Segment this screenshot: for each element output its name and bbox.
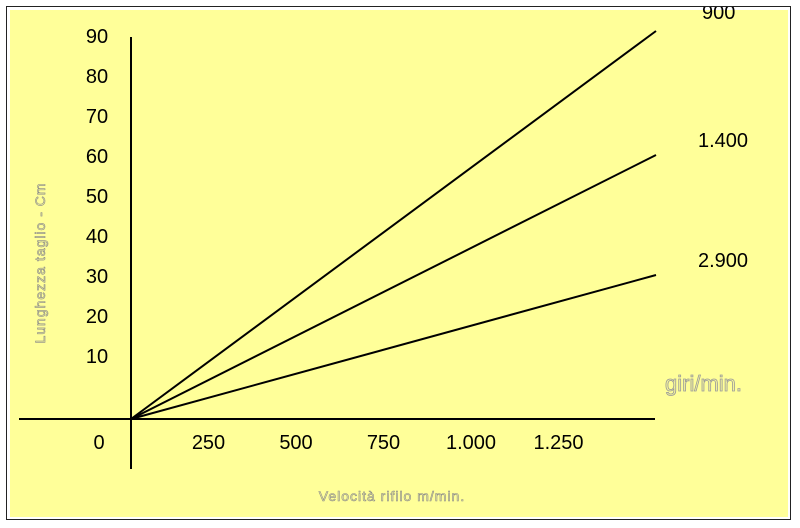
y-tick-label: 60 [86,146,108,168]
series-label-2: 1.400 [698,130,748,152]
x-tick-label: 1.000 [446,432,496,454]
y-tick-label: 80 [86,66,108,88]
y-tick-label: 50 [86,186,108,208]
x-tick-label: 1.250 [533,432,583,454]
y-tick-label: 30 [86,266,108,288]
y-tick-label: 70 [86,106,108,128]
series-label-1: 900 [702,7,735,24]
y-tick-label: 20 [86,306,108,328]
chart-background [10,10,788,517]
x-tick-label: 500 [279,432,312,454]
y-tick-label: 10 [86,346,108,368]
series-label-3: 2.900 [698,250,748,272]
chart: 0 250 500 750 1.000 1.250 10 20 30 40 50 60 70 80 90 90… [10,7,788,517]
y-tick-label: 90 [86,26,108,48]
series-line-3 [130,274,657,420]
series-line-1 [130,30,657,420]
series-line-2 [130,154,657,420]
chart-frame: 0 250 500 750 1.000 1.250 10 20 30 40 50 60 70 80 90 90… [6,6,791,520]
y-axis-title: Lunghezza taglio - Cm [32,182,48,343]
x-tick-label: 750 [367,432,400,454]
x-tick-label: 250 [192,432,225,454]
x-tick-label: 0 [93,432,104,454]
unit-label: giri/min. [665,371,742,396]
x-axis-title: Velocità rifilo m/min. [319,488,465,504]
y-tick-label: 40 [86,226,108,248]
